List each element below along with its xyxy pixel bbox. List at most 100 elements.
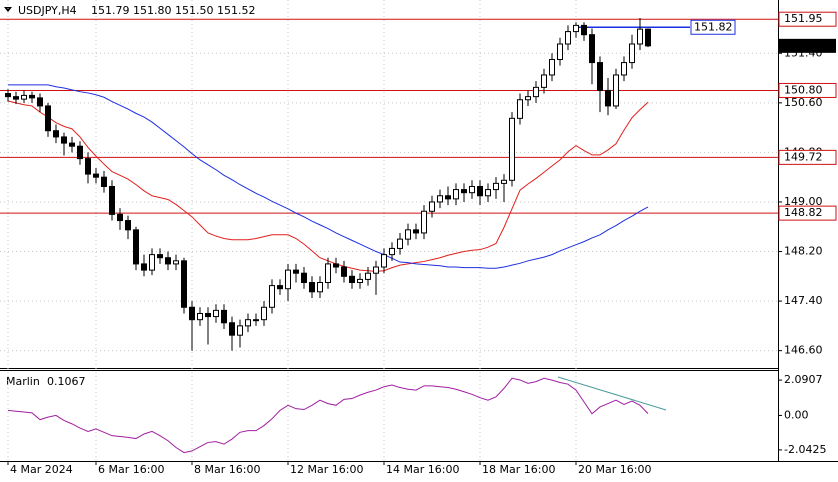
level-label: 151.95 <box>784 12 823 25</box>
x-tick-label: 20 Mar 16:00 <box>578 463 651 476</box>
candle-body <box>213 309 219 318</box>
candle-body <box>573 24 579 33</box>
candle-body <box>141 263 147 271</box>
candle-body <box>5 93 11 98</box>
candle-body <box>645 28 651 47</box>
ohlc-info: 151.79 151.80 151.50 151.52 <box>91 4 255 17</box>
candle-body <box>493 182 499 191</box>
candle-body <box>221 309 227 324</box>
x-tick-label: 14 Mar 16:00 <box>386 463 459 476</box>
candle-body <box>485 189 491 197</box>
candle-body <box>317 282 323 293</box>
candle-body <box>77 145 83 160</box>
candle-body <box>149 254 155 271</box>
candle-body <box>349 275 355 284</box>
candle-body <box>621 62 627 76</box>
candle-body <box>637 28 643 45</box>
candle-body <box>477 185 483 197</box>
candle-body <box>501 179 507 184</box>
candle-body <box>109 185 115 215</box>
candle-body <box>389 247 395 256</box>
candle-body <box>309 282 315 293</box>
level-label: 150.80 <box>784 83 823 96</box>
indicator-title: Marlin <box>6 375 40 388</box>
y-tick-label: 148.20 <box>784 245 823 258</box>
symbol-title: USDJPY,H4 <box>18 4 77 17</box>
candle-body <box>605 89 611 107</box>
candle-body <box>93 173 99 178</box>
candle-body <box>165 257 171 265</box>
candle-body <box>189 306 195 321</box>
candle-body <box>117 213 123 222</box>
indicator-line <box>7 377 649 454</box>
menu-triangle <box>4 7 12 12</box>
y-tick-label: 149.00 <box>784 195 823 208</box>
candle-body <box>517 99 523 119</box>
level-label-box <box>778 205 837 221</box>
candle-body <box>277 285 283 290</box>
candle-body <box>133 229 139 265</box>
candle-body <box>285 269 291 290</box>
candle-body <box>45 105 51 132</box>
candle-body <box>453 189 459 200</box>
candle-body <box>333 263 339 268</box>
candle-body <box>421 210 427 234</box>
indicator-value: 0.1067 <box>47 375 86 388</box>
candle-body <box>557 43 563 60</box>
marked-level-label: 151.82 <box>694 20 733 33</box>
candle-body <box>413 229 419 234</box>
candle-body <box>229 322 235 336</box>
candle-body <box>301 272 307 284</box>
y-tick-label: 2.0907 <box>784 373 823 386</box>
candle-body <box>125 220 131 231</box>
candle-body <box>613 74 619 107</box>
x-tick-label: 12 Mar 16:00 <box>290 463 363 476</box>
last-price-label: 151.52 <box>784 39 823 52</box>
candle-body <box>325 263 331 284</box>
x-tick-label: 6 Mar 16:00 <box>98 463 164 476</box>
candle-body <box>181 260 187 308</box>
level-label-box <box>778 11 837 27</box>
x-tick-label: 4 Mar 2024 <box>10 463 73 476</box>
candle-body <box>341 266 347 277</box>
candle-body <box>21 94 27 100</box>
candle-body <box>597 62 603 91</box>
candle-body <box>237 325 243 336</box>
candle-body <box>533 86 539 98</box>
candle-body <box>261 306 267 321</box>
candle-body <box>429 201 435 212</box>
candle-body <box>581 24 587 36</box>
candle-body <box>53 130 59 138</box>
candle-body <box>445 195 451 200</box>
candle-body <box>373 266 379 274</box>
x-tick-label: 8 Mar 16:00 <box>194 463 260 476</box>
candle-body <box>381 254 387 268</box>
candle-body <box>197 312 203 321</box>
candle-body <box>173 260 179 265</box>
candle-body <box>269 285 275 308</box>
level-label-box <box>778 149 837 165</box>
candle-body <box>13 96 19 100</box>
candle-body <box>509 117 515 181</box>
candle-body <box>245 319 251 327</box>
candle-body <box>397 238 403 249</box>
candle-body <box>85 158 91 175</box>
y-tick-label: 150.60 <box>784 96 823 109</box>
candle-body <box>565 31 571 45</box>
y-tick-label: 146.60 <box>784 344 823 357</box>
candle-body <box>469 185 475 194</box>
candle-body <box>37 97 43 107</box>
level-label-box <box>778 82 837 98</box>
candle-body <box>69 142 75 147</box>
candle-body <box>365 272 371 280</box>
candle-body <box>629 43 635 64</box>
candle-body <box>357 278 363 284</box>
level-label: 148.82 <box>784 206 823 219</box>
candle-body <box>253 319 259 322</box>
candle-body <box>29 94 35 99</box>
moving-average <box>8 84 649 269</box>
candle-body <box>293 269 299 274</box>
